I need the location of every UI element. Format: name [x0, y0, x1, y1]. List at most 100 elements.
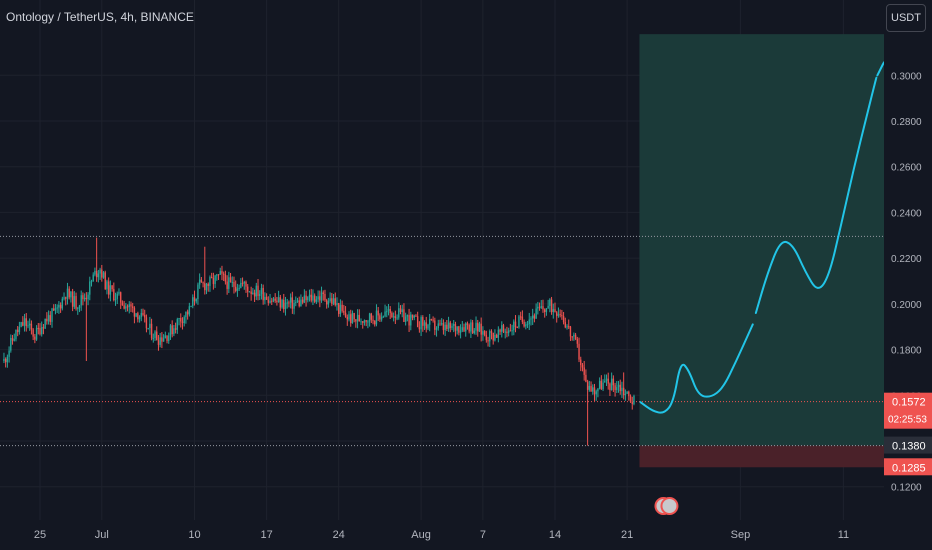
stop-line-tag: [884, 436, 932, 454]
candle-body: [358, 314, 360, 322]
candle-body: [126, 306, 129, 308]
candle-body: [353, 313, 355, 320]
candle-body: [138, 317, 141, 320]
x-tick-label: 10: [188, 529, 200, 541]
candle-body: [586, 381, 589, 390]
candle-body: [85, 297, 88, 300]
candle-body: [341, 304, 343, 311]
candle-body: [420, 317, 422, 330]
candle-body: [331, 298, 333, 304]
candle-body: [303, 295, 306, 303]
candle-body: [283, 299, 285, 310]
candle-body: [174, 328, 177, 330]
candle-body: [559, 314, 561, 316]
candle-body: [360, 321, 362, 323]
candle-body: [590, 385, 592, 392]
candle-body: [458, 326, 460, 333]
candle-body: [566, 326, 568, 328]
candle-body: [447, 322, 450, 329]
candle-body: [83, 297, 86, 300]
candle-body: [70, 291, 72, 298]
candle-body: [556, 312, 558, 316]
candle-body: [453, 324, 455, 326]
candle-body: [451, 325, 453, 328]
candle-body: [418, 327, 421, 330]
candle-body: [18, 326, 21, 333]
candle-body: [432, 319, 434, 321]
candle-body: [502, 325, 505, 332]
candle-body: [121, 302, 124, 306]
candle-body: [20, 322, 22, 327]
y-tick-label: 0.1800: [891, 346, 922, 357]
candle-body: [130, 304, 132, 307]
candle-body: [274, 298, 276, 301]
candle-body: [58, 304, 60, 308]
candle-body: [267, 299, 270, 303]
candle-body: [235, 286, 237, 291]
candle-body: [422, 317, 424, 326]
candle-body: [499, 329, 501, 332]
candle-body: [53, 308, 55, 311]
candle-body: [616, 387, 618, 391]
candle-body: [193, 297, 196, 302]
candle-body: [37, 327, 39, 329]
candle-body: [271, 300, 273, 302]
candle-body: [542, 306, 544, 310]
candle-body: [459, 330, 462, 333]
candle-body: [247, 286, 249, 292]
candle-body: [377, 310, 379, 316]
x-tick-label: 11: [838, 529, 849, 541]
event-badges[interactable]: [654, 497, 679, 515]
candle-body: [490, 331, 493, 333]
candle-body: [547, 305, 549, 309]
candle-body: [308, 294, 311, 298]
candle-body: [272, 298, 275, 302]
candle-body: [516, 327, 518, 329]
x-tick-label: 17: [260, 529, 272, 541]
candle-body: [550, 299, 553, 313]
candle-body: [504, 331, 506, 333]
candle-body: [276, 300, 278, 303]
candle-body: [386, 311, 388, 313]
candle-body: [571, 336, 573, 338]
candle-body: [478, 323, 481, 332]
candle-body: [180, 317, 182, 322]
y-tick-label: 0.2600: [891, 163, 922, 174]
candle-body: [288, 302, 290, 304]
candle-body: [406, 315, 409, 317]
candle-body: [132, 306, 134, 308]
candle-body: [408, 315, 410, 326]
candle-body: [375, 310, 378, 325]
candle-body: [142, 312, 144, 315]
candle-body: [617, 384, 620, 388]
candle-body: [468, 324, 470, 332]
candle-body: [260, 287, 263, 295]
candle-body: [425, 322, 427, 329]
candle-body: [27, 325, 29, 327]
candle-body: [10, 338, 12, 351]
candle-body: [13, 339, 15, 341]
y-tick-label: 0.2000: [891, 300, 922, 311]
candle-body: [427, 324, 429, 329]
candle-body: [226, 281, 228, 289]
candle-body: [416, 316, 419, 328]
candle-body: [574, 334, 577, 340]
candle-body: [51, 308, 53, 322]
candle-body: [68, 288, 70, 298]
y-tick-label: 0.2200: [891, 254, 922, 265]
candle-body: [171, 325, 173, 335]
candle-body: [147, 328, 149, 330]
candle-body: [192, 297, 194, 307]
candle-body: [439, 323, 441, 325]
trade-zones: [639, 34, 897, 468]
candle-body: [4, 358, 7, 363]
candle-body: [214, 275, 216, 285]
currency-unit-button[interactable]: USDT: [886, 4, 926, 32]
candle-body: [82, 295, 84, 300]
candle-body: [312, 295, 314, 301]
stop-loss-label: 0.1285: [892, 462, 926, 474]
candle-body: [495, 334, 498, 338]
candle-body: [152, 338, 154, 340]
event-badge-icon[interactable]: [660, 497, 679, 515]
